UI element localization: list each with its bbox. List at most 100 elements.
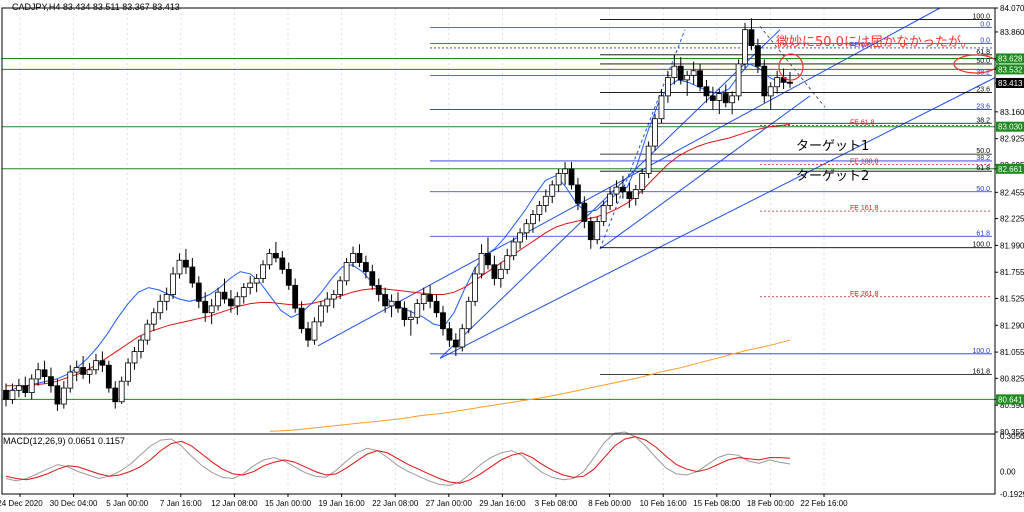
price-label: 83.030 xyxy=(998,123,1023,132)
comment-annotation: 微妙に50.0には届かなかったが。 xyxy=(776,35,974,50)
candle-body xyxy=(305,328,311,341)
candle-body xyxy=(93,360,99,371)
candle-body xyxy=(150,312,157,325)
candle-body xyxy=(362,262,369,273)
target2-label: ターゲット2 xyxy=(796,169,869,184)
candle-body xyxy=(632,189,639,200)
candle-body xyxy=(742,29,748,65)
candle-body xyxy=(472,273,479,302)
candle-body xyxy=(761,65,768,97)
candle-body xyxy=(311,321,318,341)
y-tick-label: 81.525 xyxy=(1000,294,1024,303)
candle-body xyxy=(48,376,54,387)
fib-label: 100.0 xyxy=(972,348,990,355)
candle-body xyxy=(330,294,337,300)
candle-body xyxy=(86,369,93,375)
fib-label: 23.6 xyxy=(976,86,990,93)
candle-body xyxy=(639,173,646,190)
candle-body xyxy=(118,380,125,403)
candle-body xyxy=(665,77,671,97)
price-label-bg xyxy=(996,163,1024,174)
candle-body xyxy=(395,300,401,309)
candle-body xyxy=(530,214,536,225)
candle-body xyxy=(536,205,543,215)
fib-label: 100.0 xyxy=(972,242,990,249)
candle-body xyxy=(279,257,286,270)
fib-label: 0.0 xyxy=(980,37,990,44)
candle-body xyxy=(253,278,260,284)
y-tick-label: 82.925 xyxy=(1000,135,1024,144)
macd-label: MACD(12,26,9) 0.0651 0.1157 xyxy=(3,436,125,446)
candle-body xyxy=(420,294,427,305)
candle-body xyxy=(478,252,485,275)
candle-body xyxy=(722,93,729,104)
x-tick-label: 3 Feb 08:00 xyxy=(535,499,578,508)
price-label: 83.628 xyxy=(998,54,1023,63)
candle-body xyxy=(157,300,164,314)
candle-body xyxy=(767,86,774,97)
candle-body xyxy=(587,221,594,241)
fib-label: 61.8 xyxy=(976,49,990,56)
price-label-bg xyxy=(996,121,1024,132)
fib-label: 100.0 xyxy=(972,13,990,20)
y-tick-label: 84.070 xyxy=(1000,4,1024,13)
price-label-bg xyxy=(996,53,1024,64)
candle-body xyxy=(465,300,472,330)
x-tick-label: 22 Jan 08:00 xyxy=(372,499,419,508)
x-tick-label: 7 Jan 16:00 xyxy=(160,499,202,508)
candle-body xyxy=(645,145,652,174)
candle-body xyxy=(523,223,530,234)
candle-body xyxy=(195,282,202,302)
candle-body xyxy=(703,86,710,97)
y-tick-label: 80.355 xyxy=(1000,428,1024,437)
candle-body xyxy=(658,95,665,120)
candle-body xyxy=(144,323,151,341)
y-tick-label: 80.590 xyxy=(1000,401,1024,410)
candle-body xyxy=(549,184,556,197)
y-tick-label: 81.755 xyxy=(1000,268,1024,277)
candle-body xyxy=(292,284,299,309)
plot-frame xyxy=(1,7,996,495)
candle-body xyxy=(183,259,189,268)
y-tick-label: 83.860 xyxy=(1000,28,1024,37)
candle-body xyxy=(41,369,48,378)
candle-body xyxy=(54,385,61,405)
fib-label: 50.0 xyxy=(976,58,990,65)
x-tick-label: 22 Feb 16:00 xyxy=(800,499,848,508)
x-tick-label: 24 Dec 2020 xyxy=(0,499,43,508)
candle-body xyxy=(60,387,67,405)
macd-main-line xyxy=(5,431,791,487)
candle-body xyxy=(517,232,523,243)
candle-body xyxy=(273,252,279,259)
fib-label: 23.6 xyxy=(976,104,990,111)
candle-body xyxy=(542,195,549,206)
candle-body xyxy=(99,360,106,366)
fib-label: 161.8 xyxy=(972,368,990,375)
candle-body xyxy=(221,291,228,300)
candle-body xyxy=(240,287,247,298)
candle-body xyxy=(485,252,491,266)
x-tick-label: 8 Feb 00:00 xyxy=(588,499,631,508)
channel-line xyxy=(599,95,811,250)
price-label: 80.641 xyxy=(998,395,1023,404)
candles xyxy=(3,18,793,411)
candle-body xyxy=(510,241,517,257)
candle-body xyxy=(735,63,742,97)
fib-label: 50.0 xyxy=(976,186,990,193)
candle-body xyxy=(170,273,176,295)
candle-body xyxy=(260,264,266,279)
candle-body xyxy=(35,369,42,380)
highlight-circle xyxy=(778,53,804,81)
candle-body xyxy=(234,296,241,307)
price-label-bg xyxy=(996,77,1024,88)
y-tick-label: 81.990 xyxy=(1000,241,1024,250)
x-tick-label: 12 Jan 08:00 xyxy=(211,499,258,508)
candle-body xyxy=(369,271,376,286)
candle-body xyxy=(131,351,138,364)
candle-body xyxy=(28,378,35,394)
channel-line xyxy=(439,77,996,359)
candle-body xyxy=(67,371,74,389)
candle-body xyxy=(748,29,755,47)
